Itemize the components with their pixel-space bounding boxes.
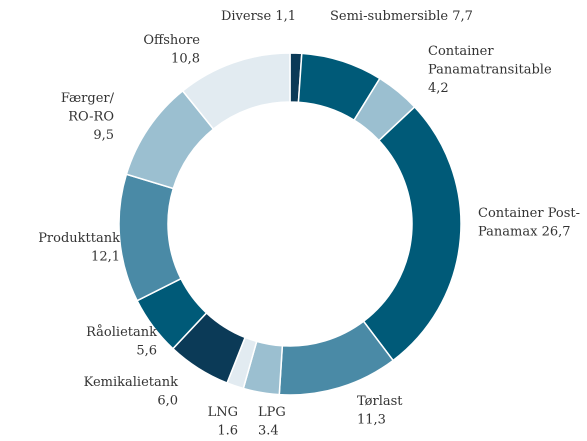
segment-label: Færger/RO-RO 9,5 xyxy=(61,91,115,143)
segment-value: 7,7 xyxy=(452,9,473,24)
segment-value: 1,1 xyxy=(275,9,296,24)
segment-value: 11,3 xyxy=(357,413,386,428)
segment-name: LNG xyxy=(208,405,238,420)
segment-value: 9,5 xyxy=(93,128,114,143)
segment-name: Diverse xyxy=(221,9,272,24)
segment-value: 26,7 xyxy=(542,225,571,240)
segment-name: Semi-submersible xyxy=(330,9,448,24)
label-line: Panamatransitable xyxy=(428,63,552,78)
segment-name: Kemikalietank xyxy=(84,375,179,390)
segment-name: LPG xyxy=(258,405,286,420)
segment-label: LNG 1.6 xyxy=(208,405,238,439)
segment-name: Tørlast xyxy=(357,394,403,409)
label-line: Container Post- xyxy=(478,206,580,221)
label-line: Panamax xyxy=(478,225,538,240)
segment-value: 1.6 xyxy=(217,424,238,439)
segment-label: Container Panamatransitable 4,2 xyxy=(428,44,552,96)
label-line: RO-RO xyxy=(68,110,114,125)
segment-name: Container Post- Panamax xyxy=(478,206,580,240)
segment-value: 6,0 xyxy=(157,394,178,409)
segment-label: Diverse 1,1 xyxy=(221,9,296,24)
segment-value: 3.4 xyxy=(258,424,279,439)
segment-label: Semi-submersible 7,7 xyxy=(330,9,473,24)
segment-label: Container Post- Panamax 26,7 xyxy=(478,206,580,240)
donut-segment xyxy=(181,52,291,131)
segment-name: Produkttank xyxy=(38,231,120,246)
label-line: Container xyxy=(428,44,498,59)
segment-label: Kemikalietank 6,0 xyxy=(84,375,179,409)
segment-label: Offshore 10,8 xyxy=(143,33,200,67)
segment-name: Container Panamatransitable xyxy=(428,44,552,78)
donut-segment xyxy=(362,105,462,362)
segment-value: 10,8 xyxy=(171,52,200,67)
segment-name: Færger/RO-RO xyxy=(61,91,115,125)
segment-value: 5,6 xyxy=(136,344,157,359)
donut-segment xyxy=(118,173,182,302)
segment-name: Offshore xyxy=(143,33,200,48)
segment-label: Tørlast 11,3 xyxy=(357,394,403,428)
segment-label: LPG 3.4 xyxy=(258,405,286,439)
segment-label: Råolietank 5,6 xyxy=(86,324,157,359)
label-line: Færger/ xyxy=(61,91,115,106)
segment-label: Produkttank 12,1 xyxy=(38,231,120,265)
segment-value: 4,2 xyxy=(428,81,449,96)
segment-value: 12,1 xyxy=(91,250,120,265)
segment-name: Råolietank xyxy=(86,324,157,340)
